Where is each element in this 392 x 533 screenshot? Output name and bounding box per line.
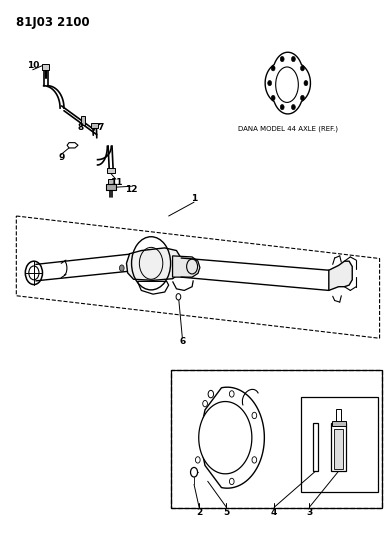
Bar [313, 423, 318, 471]
Bar [171, 370, 381, 508]
Circle shape [280, 104, 284, 110]
Circle shape [229, 478, 234, 484]
Circle shape [271, 95, 275, 101]
Bar [331, 423, 347, 471]
Text: 7: 7 [97, 123, 103, 132]
Circle shape [301, 66, 305, 71]
Text: 3: 3 [306, 507, 312, 516]
Bar [91, 123, 98, 128]
Polygon shape [127, 248, 181, 280]
Text: 12: 12 [125, 185, 138, 194]
Circle shape [252, 457, 257, 463]
Polygon shape [172, 256, 200, 277]
Bar [107, 167, 115, 173]
Polygon shape [265, 52, 310, 114]
Text: 6: 6 [179, 337, 185, 346]
Circle shape [229, 391, 234, 397]
Bar [336, 409, 341, 421]
Bar [106, 184, 116, 190]
Bar [301, 397, 377, 492]
Circle shape [196, 457, 200, 463]
Bar [171, 370, 381, 508]
Bar [334, 429, 343, 469]
Circle shape [208, 390, 214, 398]
Circle shape [301, 95, 305, 101]
Text: 5: 5 [223, 507, 230, 516]
Bar [108, 179, 114, 184]
Polygon shape [200, 387, 264, 488]
Text: 8: 8 [78, 123, 84, 132]
Ellipse shape [276, 67, 298, 102]
Circle shape [291, 56, 295, 62]
Circle shape [271, 66, 275, 71]
Circle shape [268, 80, 272, 86]
Text: DANA MODEL 44 AXLE (REF.): DANA MODEL 44 AXLE (REF.) [238, 126, 338, 132]
Circle shape [280, 56, 284, 62]
Polygon shape [199, 401, 252, 474]
Polygon shape [329, 261, 352, 290]
Circle shape [191, 467, 198, 477]
Text: 4: 4 [271, 507, 277, 516]
Bar [81, 116, 85, 125]
Bar [42, 64, 49, 70]
Circle shape [252, 412, 257, 418]
Text: 1: 1 [191, 194, 197, 203]
Circle shape [120, 265, 124, 271]
Circle shape [304, 80, 308, 86]
Polygon shape [67, 143, 78, 148]
Text: 11: 11 [110, 178, 122, 187]
Text: 9: 9 [58, 153, 64, 162]
Circle shape [203, 400, 207, 407]
Circle shape [176, 294, 181, 300]
Text: 10: 10 [27, 61, 39, 70]
Circle shape [291, 104, 295, 110]
Bar [332, 421, 346, 426]
Text: 2: 2 [196, 507, 202, 516]
Text: 81J03 2100: 81J03 2100 [16, 15, 90, 29]
